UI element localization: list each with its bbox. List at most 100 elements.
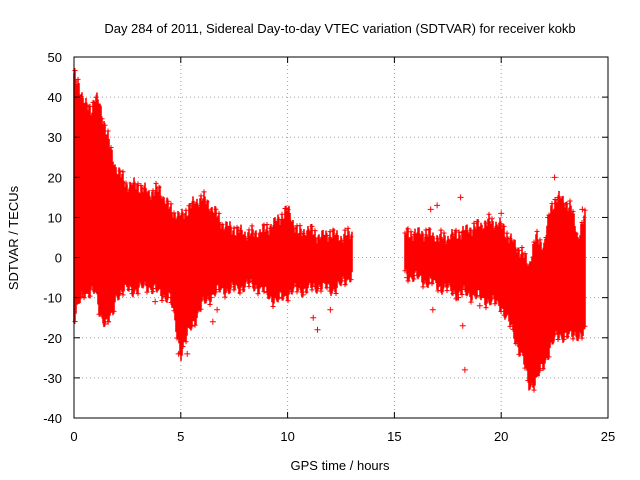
data-point-marker	[414, 232, 420, 278]
data-point-marker	[213, 206, 219, 295]
data-point-marker	[570, 208, 576, 342]
data-point-marker	[96, 103, 102, 317]
data-point-marker	[318, 236, 324, 294]
data-point-marker	[237, 227, 243, 296]
outlier-point	[207, 294, 214, 301]
data-point-marker	[336, 240, 342, 284]
data-point-marker	[342, 227, 348, 288]
outlier-point	[214, 306, 221, 313]
data-point-marker	[270, 224, 276, 309]
data-point-marker	[321, 234, 327, 283]
data-point-marker	[78, 94, 84, 300]
data-point-marker	[156, 184, 162, 290]
data-point-marker	[489, 216, 495, 302]
data-point-marker	[249, 223, 255, 285]
data-point-marker	[477, 226, 483, 299]
data-band-segment-1	[72, 68, 354, 361]
data-point-marker	[345, 225, 351, 280]
data-point-marker	[501, 223, 507, 318]
data-point-marker	[207, 211, 213, 308]
data-point-marker	[294, 223, 300, 295]
data-point-marker	[222, 227, 228, 300]
data-point-marker	[333, 233, 339, 297]
data-point-marker	[153, 180, 159, 292]
data-point-marker	[102, 122, 108, 327]
data-point-marker	[312, 228, 318, 290]
y-tick-label: 0	[55, 251, 62, 266]
axes: 0 5 10 15 20 25 -40 -30 -20 -10 0 10 20 30 40 50	[43, 50, 615, 444]
data-point-marker	[315, 235, 321, 292]
data-point-marker	[123, 180, 129, 286]
outlier-point	[175, 350, 182, 357]
data-point-marker	[546, 212, 552, 360]
data-point-marker	[159, 198, 165, 304]
data-point-marker	[81, 103, 87, 301]
data-point-marker	[303, 235, 309, 295]
data-point-marker	[561, 202, 567, 342]
outlier-point	[404, 274, 411, 281]
data-point-marker	[189, 201, 195, 329]
data-point-marker	[495, 226, 501, 303]
outlier-point	[79, 290, 86, 297]
y-tick-label: -30	[43, 371, 62, 386]
data-point-marker	[522, 251, 528, 371]
data-point-marker	[441, 230, 447, 289]
data-point-marker	[264, 222, 270, 295]
x-axis-label: GPS time / hours	[291, 458, 390, 473]
outlier-point	[498, 210, 505, 217]
data-point-marker	[507, 236, 513, 329]
outlier-point	[105, 318, 112, 325]
data-point-marker	[348, 234, 354, 283]
data-point-marker	[492, 225, 498, 307]
data-point-marker	[327, 229, 333, 294]
data-band-segment-2	[402, 191, 588, 393]
y-axis-label: SDTVAR / TECUs	[6, 185, 21, 290]
x-tick-label: 5	[177, 429, 184, 444]
data-point-marker	[558, 198, 564, 337]
data-point-marker	[426, 226, 432, 285]
data-point-marker	[108, 145, 114, 314]
outlier-point	[209, 318, 216, 325]
data-point-marker	[75, 76, 81, 305]
data-point-marker	[120, 169, 126, 298]
data-point-marker	[99, 116, 105, 319]
data-point-marker	[498, 221, 504, 314]
y-tick-label: 50	[48, 50, 62, 65]
data-point-marker	[84, 102, 90, 294]
data-point-marker	[531, 239, 537, 393]
data-point-marker	[129, 185, 135, 297]
data-point-marker	[243, 235, 249, 284]
y-tick-label: 10	[48, 210, 62, 225]
x-tick-label: 0	[70, 429, 77, 444]
data-point-marker	[540, 247, 546, 372]
data-point-marker	[147, 195, 153, 289]
y-tick-label: -20	[43, 331, 62, 346]
data-point-marker	[453, 227, 459, 302]
data-point-marker	[417, 233, 423, 277]
data-point-marker	[93, 94, 99, 293]
data-point-marker	[408, 229, 414, 278]
y-tick-label: -10	[43, 291, 62, 306]
data-point-marker	[162, 202, 168, 299]
outlier-point	[579, 206, 586, 213]
data-point-marker	[276, 216, 282, 300]
outlier-point	[152, 298, 159, 305]
data-point-marker	[567, 198, 573, 332]
data-point-marker	[456, 229, 462, 293]
data-point-marker	[573, 231, 579, 338]
data-point-marker	[288, 220, 294, 294]
plot-frame	[73, 56, 609, 419]
data-point-marker	[141, 185, 147, 287]
data-point-marker	[450, 231, 456, 297]
outlier-point	[545, 214, 552, 221]
data-point-marker	[465, 230, 471, 295]
outlier-point	[429, 306, 436, 313]
y-tick-label: -40	[43, 411, 62, 426]
data-point-marker	[549, 201, 555, 345]
data-point-marker	[537, 237, 543, 373]
data-point-marker	[195, 203, 201, 314]
data-point-marker	[579, 220, 585, 341]
data-point-marker	[468, 227, 474, 305]
data-point-marker	[219, 221, 225, 289]
data-point-marker	[291, 225, 297, 289]
